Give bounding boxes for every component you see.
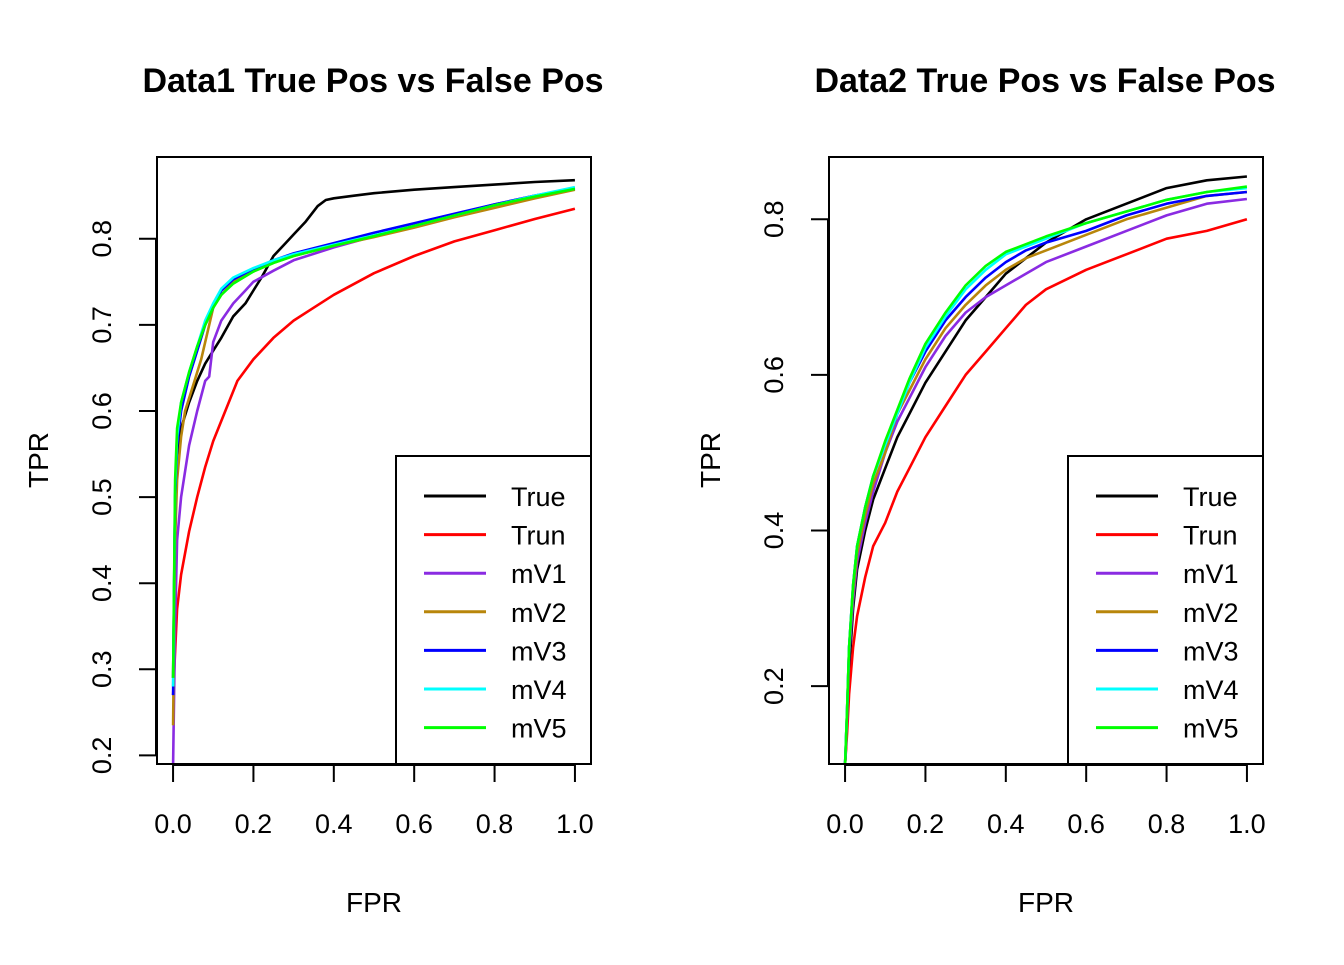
- legend-label: mV2: [1183, 598, 1239, 628]
- legend-label: Trun: [1183, 521, 1238, 551]
- y-tick-label: 0.2: [759, 667, 789, 705]
- y-axis-label: TPR: [695, 432, 726, 488]
- chart-title: Data2 True Pos vs False Pos: [814, 62, 1275, 100]
- x-tick-label: 0.4: [315, 809, 353, 839]
- legend-label: Trun: [511, 521, 566, 551]
- legend-label: mV4: [511, 675, 567, 705]
- y-tick-label: 0.4: [759, 512, 789, 550]
- y-axis: 0.2 0.3 0.4 0.5 0.6 0.7 0.8: [87, 220, 157, 775]
- x-tick-label: 1.0: [556, 809, 594, 839]
- x-tick-label: 0.2: [907, 809, 945, 839]
- y-axis: 0.2 0.4 0.6 0.8: [759, 200, 829, 705]
- y-tick-label: 0.6: [87, 392, 117, 430]
- x-tick-label: 0.4: [987, 809, 1025, 839]
- chart-panel-data1: Data1 True Pos vs False Pos FPR TPR 0.0 0…: [23, 62, 604, 918]
- x-tick-label: 0.2: [235, 809, 273, 839]
- series-line-mv5: [843, 185, 1248, 765]
- legend-label: mV3: [1183, 636, 1239, 666]
- series-lines: [843, 175, 1248, 765]
- legend: True Trun mV1 mV2 mV3 mV4 mV5: [395, 455, 592, 765]
- legend-label: mV1: [511, 559, 567, 589]
- y-tick-label: 0.7: [87, 306, 117, 344]
- y-tick-label: 0.5: [87, 478, 117, 516]
- x-tick-label: 0.8: [476, 809, 514, 839]
- legend-label: mV1: [1183, 559, 1239, 589]
- x-tick-label: 0.6: [1067, 809, 1105, 839]
- legend-label: mV2: [511, 598, 567, 628]
- y-tick-label: 0.8: [759, 200, 789, 238]
- y-tick-label: 0.2: [87, 737, 117, 775]
- series-line-trun: [843, 218, 1248, 765]
- series-line-trun: [171, 207, 576, 696]
- x-tick-label: 0.0: [154, 809, 192, 839]
- legend-label: mV3: [511, 636, 567, 666]
- x-axis: 0.0 0.2 0.4 0.6 0.8 1.0: [826, 764, 1266, 839]
- legend-label: mV4: [1183, 675, 1239, 705]
- x-tick-label: 0.0: [826, 809, 864, 839]
- y-tick-label: 0.3: [87, 651, 117, 689]
- legend-label: True: [511, 482, 566, 512]
- legend-label: True: [1183, 482, 1238, 512]
- y-tick-label: 0.6: [759, 356, 789, 394]
- x-tick-label: 0.6: [395, 809, 433, 839]
- chart-panel-data2: Data2 True Pos vs False Pos FPR TPR 0.0 0…: [695, 62, 1276, 918]
- series-lines: [171, 178, 576, 765]
- y-axis-label: TPR: [23, 432, 54, 488]
- x-axis-label: FPR: [346, 887, 402, 918]
- legend-label: mV5: [1183, 714, 1239, 744]
- x-axis-label: FPR: [1018, 887, 1074, 918]
- legend-box: [395, 455, 592, 765]
- y-tick-label: 0.4: [87, 564, 117, 602]
- x-axis: 0.0 0.2 0.4 0.6 0.8 1.0: [154, 764, 594, 839]
- series-line-true: [171, 178, 575, 678]
- legend: True Trun mV1 mV2 mV3 mV4 mV5: [1067, 455, 1264, 765]
- x-tick-label: 1.0: [1228, 809, 1266, 839]
- y-tick-label: 0.8: [87, 220, 117, 258]
- series-line-mv5: [171, 187, 576, 678]
- legend-label: mV5: [511, 714, 567, 744]
- x-tick-label: 0.8: [1148, 809, 1186, 839]
- legend-box: [1067, 455, 1264, 765]
- chart-title: Data1 True Pos vs False Pos: [142, 62, 603, 100]
